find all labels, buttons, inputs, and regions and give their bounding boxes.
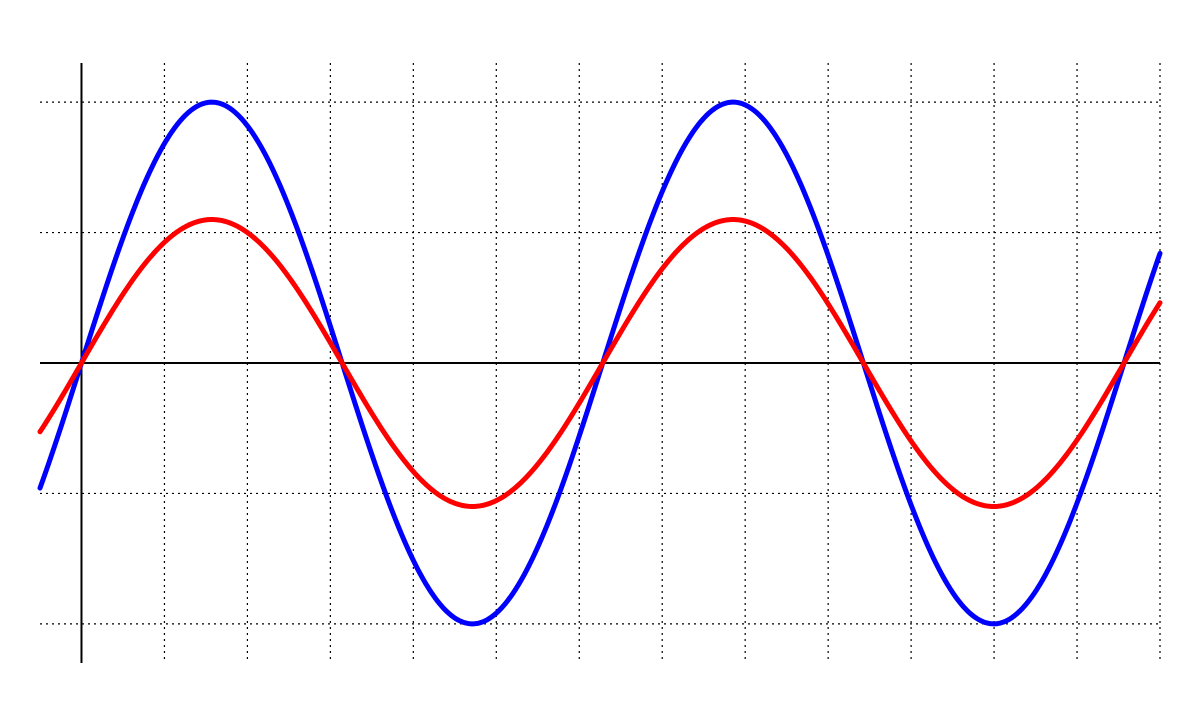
sine-wave-chart — [0, 0, 1200, 726]
